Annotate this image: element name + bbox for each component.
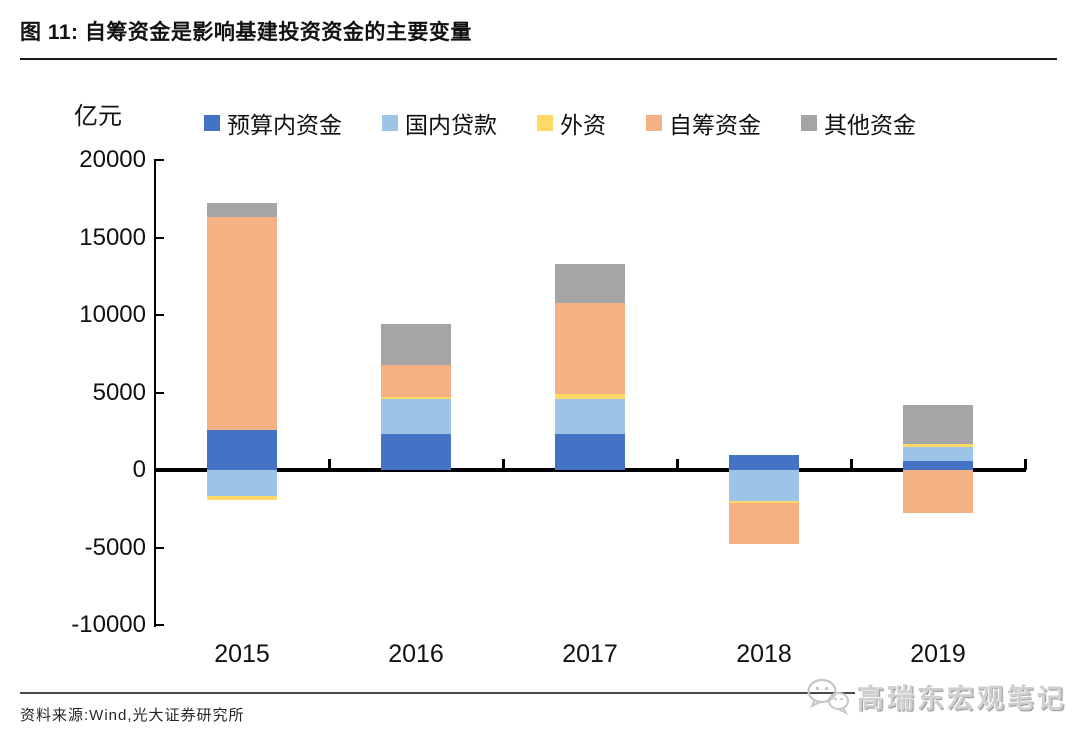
- bar-segment-外资: [729, 501, 799, 503]
- watermark: 高瑞东宏观笔记: [805, 672, 1070, 720]
- legend-label: 自筹资金: [669, 112, 761, 138]
- bar-segment-其他资金: [207, 203, 277, 218]
- title-divider: [20, 58, 1057, 60]
- y-axis-tick-label: 5000: [92, 378, 146, 406]
- legend-swatch-icon: [537, 115, 553, 131]
- bar-segment-预算内资金: [207, 429, 277, 470]
- watermark-text: 高瑞东宏观笔记: [855, 676, 1069, 716]
- bar-segment-自筹资金: [729, 502, 799, 545]
- bar-segment-国内贷款: [555, 398, 625, 434]
- bar-segment-外资: [903, 443, 973, 447]
- x-axis-label: 2019: [910, 640, 966, 668]
- bar-segment-自筹资金: [555, 303, 625, 395]
- bar-segment-外资: [381, 397, 451, 399]
- bar-segment-国内贷款: [903, 446, 973, 461]
- bar-segment-自筹资金: [903, 470, 973, 513]
- bar-segment-自筹资金: [381, 365, 451, 398]
- x-axis-label: 2018: [736, 640, 792, 668]
- bar-segment-预算内资金: [903, 460, 973, 470]
- footer-divider: [20, 692, 1057, 694]
- y-axis-tick: [154, 624, 164, 626]
- bar-segment-其他资金: [555, 263, 625, 304]
- bar-segment-预算内资金: [381, 433, 451, 470]
- bar-segment-预算内资金: [555, 433, 625, 470]
- x-axis-tick: [327, 459, 331, 470]
- y-axis-tick-label: 15000: [79, 223, 146, 251]
- x-axis-tick: [1023, 459, 1027, 470]
- legend-item: 外资: [537, 106, 606, 140]
- zero-axis-line: [154, 468, 1026, 472]
- x-axis-label: 2017: [562, 640, 618, 668]
- legend-label: 预算内资金: [227, 112, 342, 138]
- wechat-icon: [807, 678, 849, 716]
- bar-segment-其他资金: [381, 323, 451, 366]
- bar-segment-国内贷款: [381, 398, 451, 434]
- bar-segment-自筹资金: [207, 217, 277, 430]
- bar-segment-国内贷款: [207, 470, 277, 497]
- bar-segment-外资: [207, 496, 277, 501]
- figure-title: 图 11: 自筹资金是影响基建投资资金的主要变量: [20, 21, 472, 44]
- legend-item: 国内贷款: [382, 106, 497, 140]
- y-axis-tick: [154, 314, 164, 316]
- legend-swatch-icon: [646, 115, 662, 131]
- y-axis-tick: [154, 236, 164, 239]
- y-axis-unit-label: 亿元: [74, 103, 122, 130]
- y-axis-tick-label: 20000: [79, 146, 146, 173]
- legend-swatch-icon: [801, 115, 817, 131]
- y-axis-tick-label: 10000: [79, 301, 146, 328]
- chart-legend: 预算内资金 国内贷款 外资 自筹资金 其他资金: [120, 108, 1000, 138]
- x-axis-tick: [849, 459, 853, 470]
- legend-item: 其他资金: [801, 106, 916, 140]
- x-axis-label: 2015: [214, 640, 270, 668]
- y-axis-tick-label: 0: [132, 456, 146, 483]
- x-axis-label: 2016: [388, 640, 444, 668]
- legend-label: 外资: [560, 112, 606, 138]
- bar-segment-其他资金: [903, 404, 973, 444]
- x-axis-tick: [501, 459, 505, 470]
- y-axis-tick: [154, 391, 164, 394]
- x-axis-tick: [675, 459, 679, 470]
- bar-segment-国内贷款: [729, 470, 799, 501]
- y-axis-tick-label: -10000: [71, 611, 146, 638]
- bar-segment-外资: [555, 394, 625, 399]
- y-axis-tick: [154, 546, 164, 549]
- legend-swatch-icon: [382, 115, 398, 131]
- source-note: 资料来源:Wind,光大证券研究所: [20, 707, 245, 724]
- y-axis-tick: [154, 159, 164, 161]
- y-axis-tick-label: -5000: [84, 533, 146, 561]
- bar-segment-预算内资金: [729, 455, 799, 470]
- legend-label: 其他资金: [824, 112, 916, 138]
- legend-swatch-icon: [204, 115, 220, 131]
- legend-item: 预算内资金: [204, 106, 342, 140]
- y-axis-line: [154, 160, 156, 627]
- legend-label: 国内贷款: [405, 112, 497, 138]
- legend-item: 自筹资金: [646, 106, 761, 140]
